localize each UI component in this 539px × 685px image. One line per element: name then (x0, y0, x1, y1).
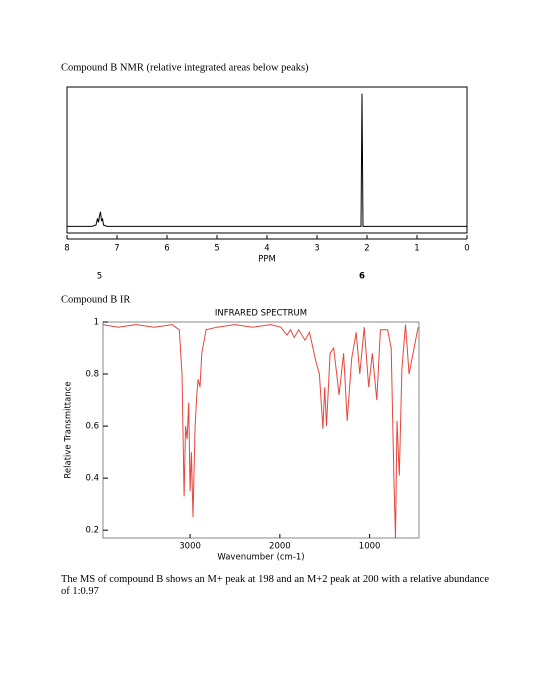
ms-text: The MS of compound B shows an M+ peak at… (61, 574, 489, 597)
x-axis-label: Wavenumber (cm-1) (217, 553, 304, 563)
y-tick-label: 0.2 (85, 526, 99, 536)
spectrum-line (67, 93, 467, 227)
plot-frame (66, 86, 468, 234)
x-tick-label: 1000 (359, 542, 381, 552)
x-tick-label: 4 (264, 244, 269, 254)
x-tick-label: 3 (314, 244, 319, 254)
y-axis-label: Relative Transmittance (64, 381, 74, 478)
y-tick-label: 0.6 (85, 422, 99, 432)
x-tick-label: 0 (464, 244, 469, 254)
chart-title: INFRARED SPECTRUM (215, 309, 307, 319)
integration-label: 5 (97, 272, 102, 282)
x-tick-label: 2 (364, 244, 369, 254)
x-axis-label: PPM (258, 255, 276, 265)
x-tick-label: 1 (414, 244, 419, 254)
plot-frame (102, 321, 420, 539)
y-tick-label: 0.8 (85, 370, 99, 380)
x-tick-label: 6 (164, 244, 169, 254)
spectrum-line (102, 324, 419, 539)
x-tick-label: 2000 (269, 542, 291, 552)
x-tick-label: 7 (114, 244, 119, 254)
integration-label: 6 (359, 272, 365, 282)
nmr-heading: Compound B NMR (relative integrated area… (61, 62, 309, 73)
x-tick-label: 3000 (179, 542, 201, 552)
x-tick-label: 5 (214, 244, 219, 254)
x-tick-label: 8 (64, 244, 69, 254)
y-tick-label: 0.4 (85, 474, 99, 484)
ir-heading: Compound B IR (61, 294, 130, 305)
y-tick-label: 1 (94, 318, 99, 328)
